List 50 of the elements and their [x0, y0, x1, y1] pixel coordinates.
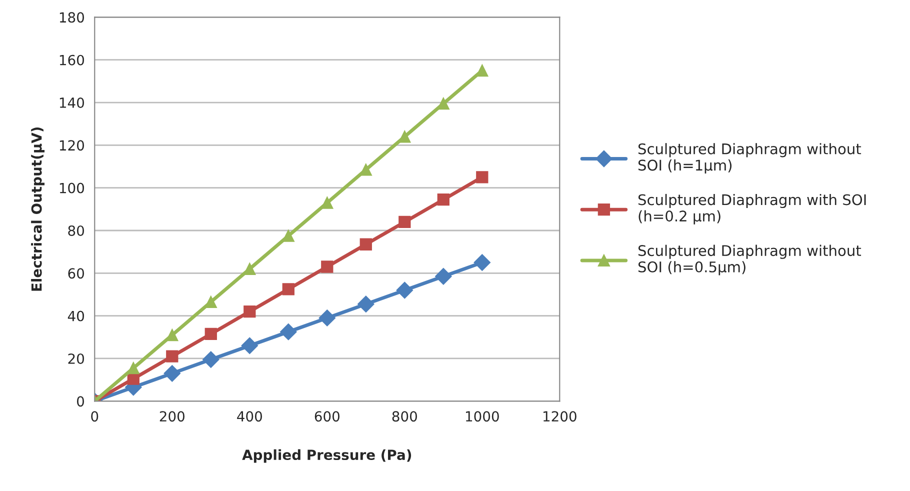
point	[166, 328, 178, 342]
y-tick-label: 160	[60, 54, 84, 66]
point	[127, 372, 140, 385]
point	[398, 130, 411, 143]
y-tick-label: 180	[60, 12, 84, 23]
point	[358, 296, 374, 312]
x-tick-label: 1000	[466, 411, 499, 422]
point	[360, 238, 372, 250]
legend-label: Sculptured Diaphragm with SOI (h=0.2 μm)	[638, 194, 866, 224]
point	[244, 262, 256, 275]
point	[476, 64, 488, 77]
point	[476, 171, 488, 184]
point	[437, 193, 450, 206]
point	[204, 328, 217, 340]
point	[241, 337, 258, 354]
legend-label: Sculptured Diaphragm without SOI (h=1μm)	[638, 143, 862, 174]
y-axis-title: Electrical Output(μV)	[31, 127, 45, 291]
y-tick-label: 100	[60, 182, 84, 194]
x-tick-label: 600	[314, 411, 340, 422]
y-tick-label: 120	[60, 140, 84, 151]
point	[398, 216, 411, 228]
point	[244, 305, 256, 318]
x-tick-label: 0	[91, 411, 98, 422]
x-axis-title: Applied Pressure (Pa)	[242, 449, 412, 463]
x-tick-label: 200	[160, 411, 184, 422]
point	[360, 164, 372, 176]
x-tick-label: 400	[237, 411, 262, 422]
point	[321, 196, 334, 209]
point	[396, 282, 414, 299]
point	[280, 323, 297, 340]
point	[127, 362, 140, 374]
point	[282, 230, 294, 242]
point	[321, 260, 334, 273]
x-tick-label: 1200	[544, 411, 576, 422]
y-tick-label: 20	[68, 353, 84, 364]
y-tick-label: 0	[76, 396, 84, 407]
point	[474, 254, 491, 271]
legend-label: Sculptured Diaphragm without SOI (h=0.5μm)	[638, 244, 862, 276]
point	[437, 98, 450, 110]
y-tick-label: 80	[68, 225, 84, 236]
y-tick-label: 40	[68, 310, 84, 322]
point	[282, 283, 294, 296]
point	[318, 310, 336, 326]
x-tick-label: 800	[392, 411, 417, 422]
point	[166, 350, 178, 362]
y-tick-label: 60	[68, 268, 84, 279]
point	[164, 365, 181, 382]
y-tick-label: 140	[60, 97, 84, 108]
point	[435, 268, 452, 285]
point	[202, 351, 220, 368]
